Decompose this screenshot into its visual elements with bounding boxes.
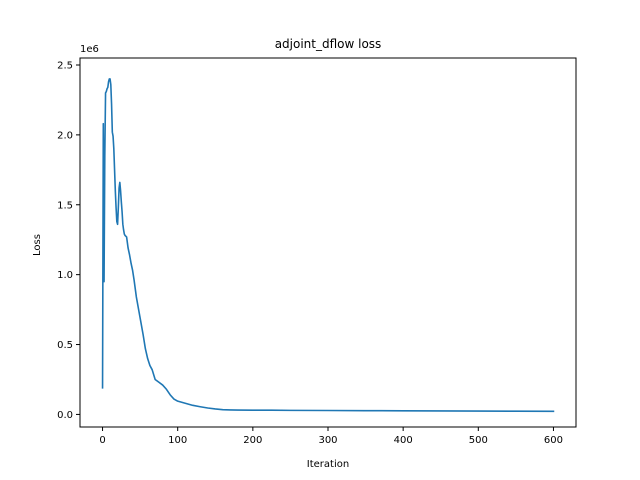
series-line-0 <box>101 78 555 413</box>
y-tick-label-5: 2.5 <box>57 60 73 71</box>
plot-area: 0 100 200 300 400 500 600 0.0 0.5 1.0 1.5 2.0 2.5 <box>57 57 577 446</box>
x-tick-label-500: 500 <box>469 435 488 446</box>
y-axis-label: Loss <box>32 234 43 256</box>
x-tick-label-400: 400 <box>394 435 413 446</box>
x-tick-label-0: 0 <box>99 435 105 446</box>
y-tick-label-1: 0.5 <box>57 340 73 351</box>
x-tick-label-600: 600 <box>544 435 563 446</box>
y-tick-label-3: 1.5 <box>57 200 73 211</box>
y-tick-label-2: 1.0 <box>57 270 73 281</box>
x-axis-label: Iteration <box>307 459 349 470</box>
x-tick-label-200: 200 <box>243 435 262 446</box>
x-tick-label-300: 300 <box>318 435 337 446</box>
y-tick-label-4: 2.0 <box>57 130 73 141</box>
x-tick-label-100: 100 <box>168 435 187 446</box>
y-tick-label-0: 0.0 <box>57 410 73 421</box>
chart-title: adjoint_dflow loss <box>275 37 382 51</box>
y-offset-label: 1e6 <box>80 44 99 55</box>
